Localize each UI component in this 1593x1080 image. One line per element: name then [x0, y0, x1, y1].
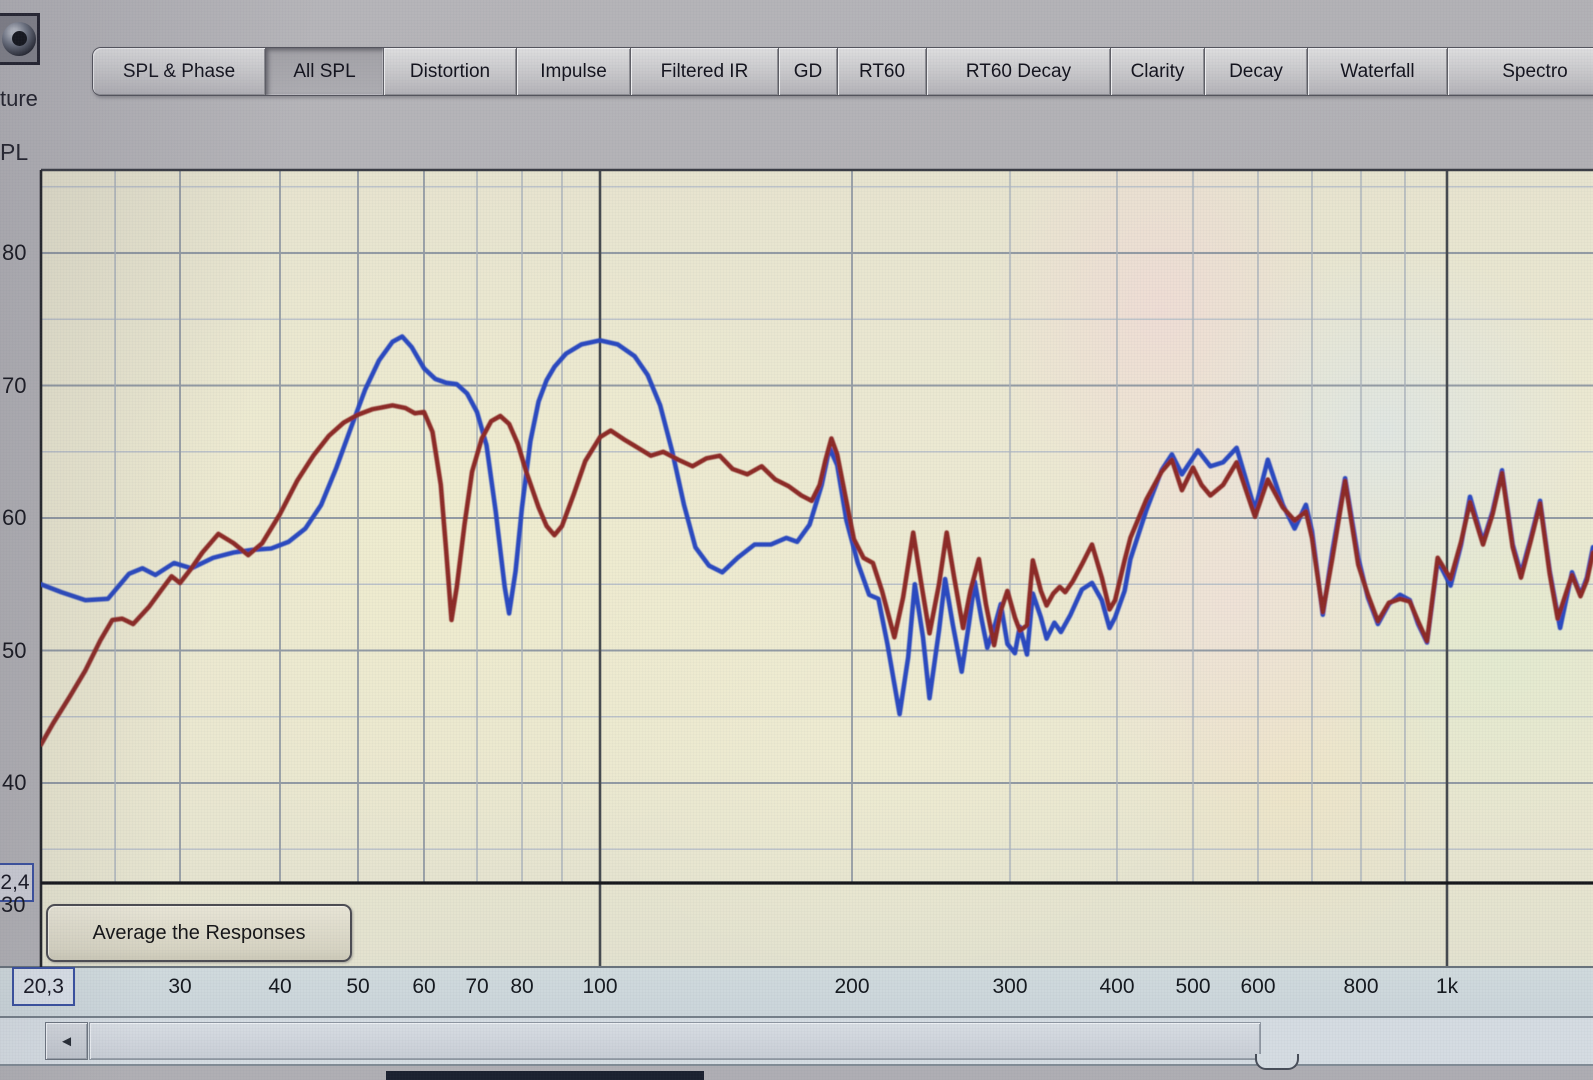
x-axis-label-800: 800	[1343, 975, 1379, 998]
x-axis-label-50: 50	[346, 975, 370, 998]
x-axis-label-30: 30	[168, 975, 192, 998]
plot-background	[41, 170, 1593, 966]
x-axis-label-100: 100	[582, 975, 618, 998]
tab-clarity[interactable]: Clarity	[1110, 48, 1204, 95]
tab-decay[interactable]: Decay	[1204, 48, 1307, 95]
scrollbar-left-arrow-button[interactable]: ◄	[45, 1022, 88, 1060]
y-axis-label-70: 70	[2, 372, 27, 398]
scrollbar-thumb[interactable]	[89, 1022, 1261, 1060]
tab-impulse[interactable]: Impulse	[516, 48, 630, 95]
x-axis-label-300: 300	[992, 975, 1028, 998]
x-axis-label-600: 600	[1240, 975, 1276, 998]
y-axis-label-50: 50	[2, 637, 27, 663]
capture-icon-core	[12, 31, 27, 46]
graph-tab-bar: SPL & Phase All SPL Distortion Impulse Filte…	[92, 47, 1593, 96]
tab-spl-phase[interactable]: SPL & Phase	[93, 48, 265, 95]
y-axis-label-30: 30	[1, 892, 26, 917]
left-arrow-icon: ◄	[59, 1032, 74, 1050]
average-the-responses-button[interactable]: Average the Responses	[46, 904, 352, 962]
x-axis-label-40: 40	[268, 975, 292, 998]
y-axis-label-60: 60	[2, 505, 27, 530]
bottom-window-edge	[386, 1071, 704, 1080]
divider-grip-notch[interactable]	[1255, 1054, 1299, 1070]
y-axis-min-box[interactable]: 2,4	[0, 863, 34, 902]
tab-filtered-ir[interactable]: Filtered IR	[630, 48, 778, 95]
tab-distortion[interactable]: Distortion	[383, 48, 516, 95]
y-axis-label-80: 80	[2, 240, 27, 265]
x-axis-label-70: 70	[465, 975, 489, 998]
tab-rt60[interactable]: RT60	[837, 48, 926, 95]
tab-gd[interactable]: GD	[778, 48, 837, 95]
x-axis-label-200: 200	[834, 975, 870, 998]
tab-waterfall[interactable]: Waterfall	[1307, 48, 1447, 95]
capture-icon[interactable]	[0, 13, 40, 65]
x-axis-label-60: 60	[412, 975, 436, 998]
x-axis-strip	[0, 966, 1593, 1016]
x-axis-label-400: 400	[1099, 975, 1135, 998]
x-axis-label-80: 80	[510, 975, 534, 998]
x-axis-min-box[interactable]: 20,3	[12, 967, 75, 1006]
x-axis-label-500: 500	[1175, 975, 1211, 998]
cropped-text-spl: PL	[0, 139, 29, 165]
cropped-text-capture: ture	[0, 86, 38, 111]
tab-rt60-decay[interactable]: RT60 Decay	[926, 48, 1110, 95]
tab-all-spl[interactable]: All SPL	[265, 48, 383, 95]
x-axis-label-1k: 1k	[1435, 975, 1459, 998]
tab-spectro[interactable]: Spectro	[1447, 48, 1593, 95]
y-axis-label-40: 40	[2, 770, 27, 795]
